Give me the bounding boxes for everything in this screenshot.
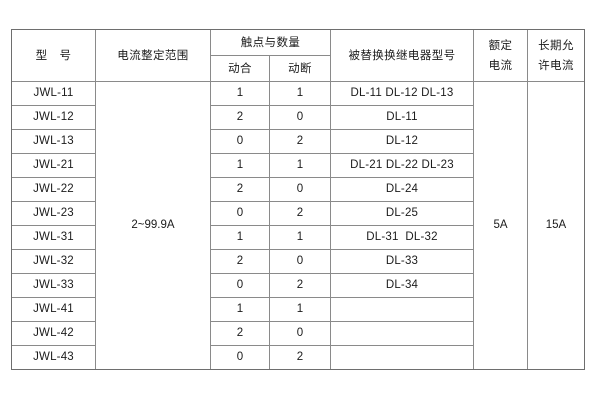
cell-contacts-normally-open: 0 [210, 273, 270, 298]
cell-replaced-relay: DL-12 [330, 129, 474, 154]
cell-contacts-normally-open: 0 [210, 345, 270, 370]
cell-model: JWL-21 [11, 153, 96, 178]
cell-replaced-relay: DL-21 DL-22 DL-23 [330, 153, 474, 178]
cell-contacts-normally-closed: 0 [269, 321, 331, 346]
cell-contacts-normally-closed: 2 [269, 345, 331, 370]
cell-contacts-normally-open: 1 [210, 297, 270, 322]
cell-contacts-normally-open: 0 [210, 129, 270, 154]
table-row: JWL-21 1 1 DL-21 DL-22 DL-23 [11, 153, 585, 178]
header-model: 型 号 [11, 29, 96, 82]
cell-contacts-normally-closed: 0 [269, 249, 331, 274]
cell-replaced-relay: DL-34 [330, 273, 474, 298]
table-row: JWL-42 2 0 [11, 321, 585, 346]
cell-contacts-normally-closed: 2 [269, 273, 331, 298]
table-row: JWL-43 0 2 [11, 345, 585, 370]
header-contacts-group: 触点与数量 [210, 29, 331, 56]
cell-replaced-relay: DL-31 DL-32 [330, 225, 474, 250]
relay-specification-table: 型 号 电流整定范围 触点与数量 被替换换继电器型号 额定 电流 长期允 许电流 [11, 29, 585, 370]
cell-contacts-normally-closed: 0 [269, 105, 331, 130]
cell-contacts-normally-open: 2 [210, 177, 270, 202]
cell-contacts-normally-open: 0 [210, 201, 270, 226]
cell-contacts-normally-open: 2 [210, 321, 270, 346]
header-rated-current: 额定 电流 [473, 29, 528, 82]
cell-replaced-relay [330, 345, 474, 370]
cell-long-term-current-merged: 15A [527, 81, 585, 370]
table-row: JWL-23 0 2 DL-25 [11, 201, 585, 226]
cell-contacts-normally-closed: 1 [269, 81, 331, 106]
cell-replaced-relay: DL-11 [330, 105, 474, 130]
cell-model: JWL-31 [11, 225, 96, 250]
header-contacts-normally-open: 动合 [210, 55, 270, 82]
cell-replaced-relay [330, 297, 474, 322]
cell-contacts-normally-open: 2 [210, 249, 270, 274]
cell-model: JWL-33 [11, 273, 96, 298]
cell-model: JWL-42 [11, 321, 96, 346]
cell-contacts-normally-open: 1 [210, 81, 270, 106]
table-row: JWL-33 0 2 DL-34 [11, 273, 585, 298]
cell-model: JWL-32 [11, 249, 96, 274]
cell-contacts-normally-closed: 2 [269, 129, 331, 154]
cell-replaced-relay: DL-33 [330, 249, 474, 274]
cell-contacts-normally-closed: 1 [269, 297, 331, 322]
cell-model: JWL-11 [11, 81, 96, 106]
cell-contacts-normally-closed: 0 [269, 177, 331, 202]
spec-table-container: 型 号 电流整定范围 触点与数量 被替换换继电器型号 额定 电流 长期允 许电流 [11, 29, 585, 370]
table-row: JWL-12 2 0 DL-11 [11, 105, 585, 130]
table-header: 型 号 电流整定范围 触点与数量 被替换换继电器型号 额定 电流 长期允 许电流 [11, 29, 585, 82]
header-long-term-line1: 长期允 [538, 37, 574, 52]
cell-replaced-relay [330, 321, 474, 346]
cell-replaced-relay: DL-24 [330, 177, 474, 202]
header-rated-current-line1: 额定 [488, 37, 513, 52]
cell-model: JWL-22 [11, 177, 96, 202]
table-row: JWL-41 1 1 [11, 297, 585, 322]
cell-model: JWL-41 [11, 297, 96, 322]
table-row: JWL-13 0 2 DL-12 [11, 129, 585, 154]
table-row: JWL-11 2~99.9A 1 1 DL-11 DL-12 DL-13 5A 15A [11, 81, 585, 370]
header-current-range: 电流整定范围 [95, 29, 211, 82]
cell-replaced-relay: DL-25 [330, 201, 474, 226]
table-row: JWL-31 1 1 DL-31 DL-32 [11, 225, 585, 250]
table-body: JWL-11 2~99.9A 1 1 DL-11 DL-12 DL-13 5A 15A JWL… [11, 81, 585, 370]
cell-contacts-normally-open: 2 [210, 105, 270, 130]
header-long-term-line2: 许电流 [538, 57, 574, 72]
cell-current-range-merged: 2~99.9A [95, 81, 211, 370]
cell-model: JWL-12 [11, 105, 96, 130]
header-row-secondary: 动合 动断 [12, 55, 585, 82]
header-rated-current-line2: 电流 [488, 57, 513, 72]
cell-rated-current-merged: 5A [473, 81, 528, 370]
cell-model: JWL-23 [11, 201, 96, 226]
cell-contacts-normally-open: 1 [210, 153, 270, 178]
header-row-primary: 型 号 电流整定范围 触点与数量 被替换换继电器型号 额定 电流 长期允 许电流 [11, 29, 585, 82]
cell-model: JWL-13 [11, 129, 96, 154]
cell-model: JWL-43 [11, 345, 96, 370]
table-row: JWL-22 2 0 DL-24 [11, 177, 585, 202]
cell-contacts-normally-closed: 2 [269, 201, 331, 226]
header-long-term-current: 长期允 许电流 [527, 29, 585, 82]
cell-contacts-normally-open: 1 [210, 225, 270, 250]
cell-contacts-normally-closed: 1 [269, 153, 331, 178]
header-contacts-normally-closed: 动断 [269, 55, 331, 82]
cell-replaced-relay: DL-11 DL-12 DL-13 [330, 81, 474, 106]
cell-contacts-normally-closed: 1 [269, 225, 331, 250]
header-replaced-relay: 被替换换继电器型号 [330, 29, 474, 82]
